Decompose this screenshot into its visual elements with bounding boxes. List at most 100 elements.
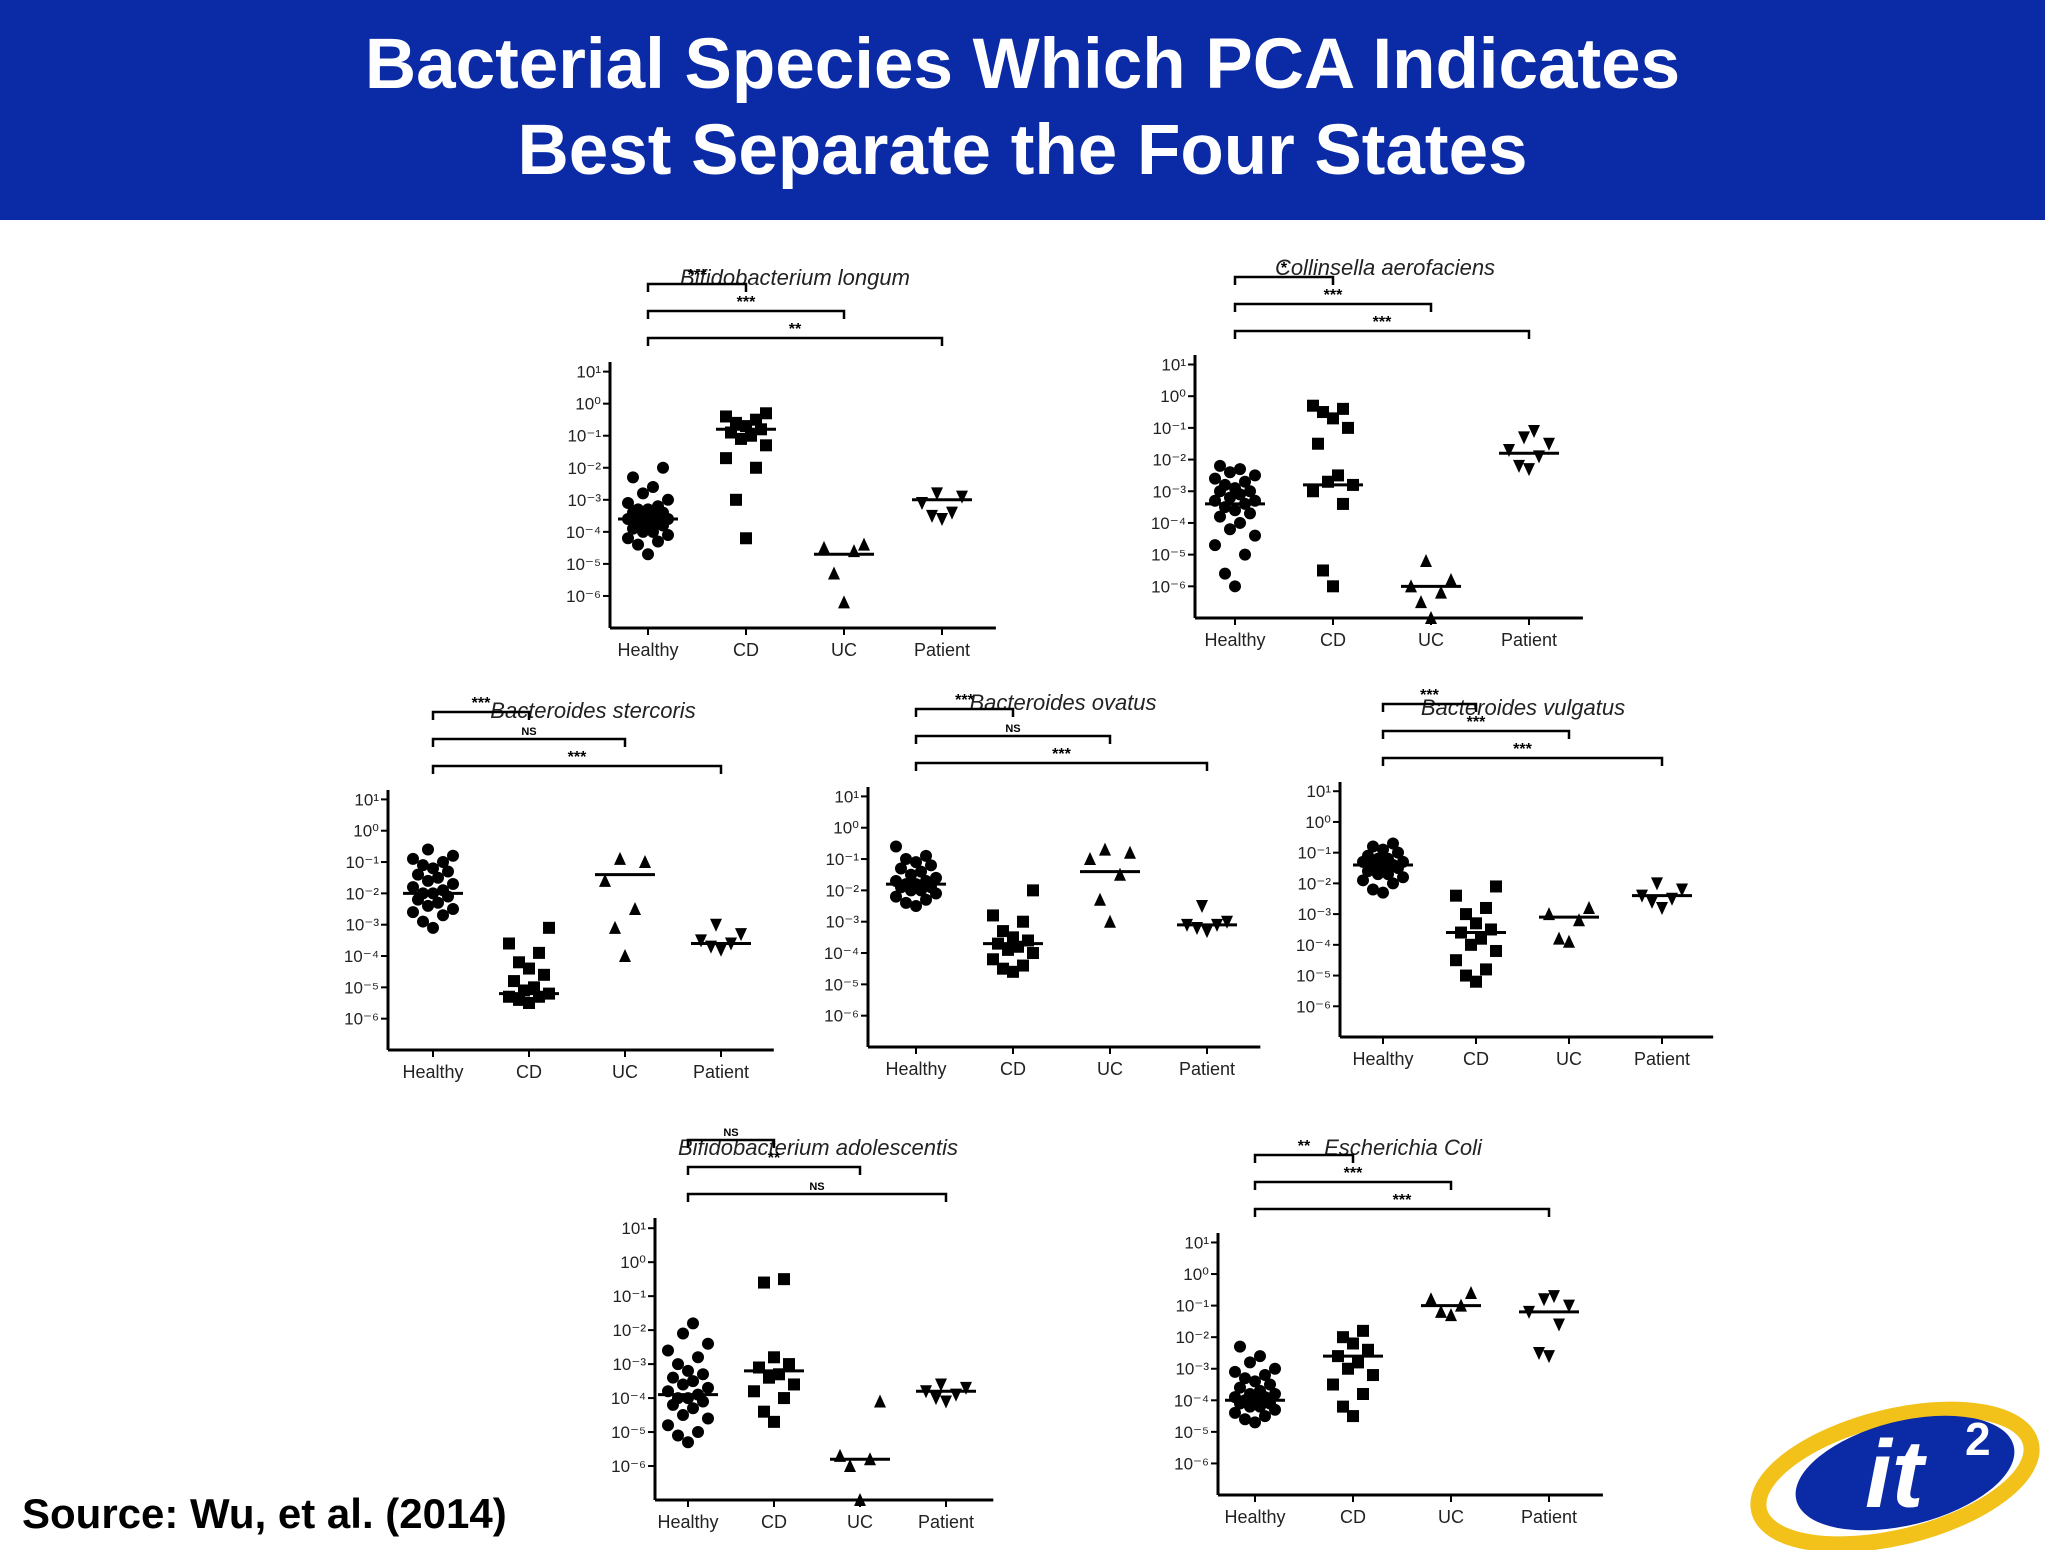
data-point-invtriangle xyxy=(1553,1318,1565,1332)
x-tick-label: Patient xyxy=(1179,1059,1235,1079)
data-point-square xyxy=(1490,880,1502,893)
data-point-square xyxy=(760,439,772,452)
data-point-circle xyxy=(905,868,917,881)
data-point-triangle xyxy=(1573,913,1585,927)
data-point-circle xyxy=(637,487,649,500)
y-tick-label: 10⁻² xyxy=(567,459,601,478)
y-tick-label: 10⁻⁶ xyxy=(824,1007,859,1026)
data-point-triangle xyxy=(609,920,621,934)
significance-bracket xyxy=(1253,1207,1551,1217)
significance-bracket xyxy=(1233,302,1433,312)
data-point-triangle xyxy=(1099,842,1111,856)
y-tick-label: 10⁻⁶ xyxy=(344,1010,379,1029)
data-point-circle xyxy=(1367,883,1379,896)
x-tick-label: UC xyxy=(1097,1059,1123,1079)
data-point-circle xyxy=(632,538,644,551)
title-line-2: Best Separate the Four States xyxy=(517,111,1528,190)
chart-title: Bacteroides stercoris xyxy=(490,698,695,723)
significance-label: *** xyxy=(1052,746,1071,763)
data-point-invtriangle xyxy=(946,506,958,520)
data-point-invtriangle xyxy=(715,943,727,957)
y-tick-label: 10⁻³ xyxy=(1152,482,1186,501)
data-point-circle xyxy=(1367,840,1379,853)
y-tick-label: 10⁻¹ xyxy=(1297,844,1331,863)
x-tick-label: Healthy xyxy=(617,640,678,660)
data-point-square xyxy=(1307,485,1319,498)
data-point-square xyxy=(1465,938,1477,951)
data-point-invtriangle xyxy=(1548,1290,1560,1304)
data-point-triangle xyxy=(1563,934,1575,948)
data-point-circle xyxy=(687,1317,699,1330)
significance-label: *** xyxy=(1324,287,1343,304)
data-point-square xyxy=(788,1378,800,1391)
data-point-circle xyxy=(627,471,639,484)
data-point-circle xyxy=(1219,567,1231,580)
y-tick-label: 10⁻¹ xyxy=(1152,419,1186,438)
y-tick-label: 10⁻² xyxy=(1175,1328,1209,1347)
data-point-circle xyxy=(1372,852,1384,865)
data-point-circle xyxy=(930,871,942,884)
data-point-square xyxy=(758,1276,770,1289)
data-point-circle xyxy=(1254,1350,1266,1363)
data-point-invtriangle xyxy=(936,513,948,527)
data-point-triangle xyxy=(1425,1292,1437,1306)
data-point-circle xyxy=(702,1412,714,1425)
y-tick-label: 10⁰ xyxy=(1183,1265,1209,1284)
significance-bracket xyxy=(1381,702,1478,712)
significance-bracket xyxy=(1381,756,1664,766)
data-point-circle xyxy=(1214,459,1226,472)
x-tick-label: Patient xyxy=(1634,1049,1690,1069)
data-point-circle xyxy=(642,503,654,516)
data-point-triangle xyxy=(1425,611,1437,624)
data-point-invtriangle xyxy=(960,1381,972,1395)
y-tick-label: 10⁻² xyxy=(612,1321,646,1340)
data-point-circle xyxy=(422,843,434,856)
data-point-circle xyxy=(1269,1362,1281,1375)
data-point-triangle xyxy=(639,855,651,869)
chart-panel-3: Bacteroides stercoris 10⁻⁶ 10⁻⁵ 10⁻⁴ 10⁻³ 10⁻… xyxy=(344,695,774,1082)
data-point-circle xyxy=(437,909,449,922)
data-point-square xyxy=(523,997,535,1010)
data-point-circle xyxy=(647,480,659,493)
data-point-invtriangle xyxy=(930,1392,942,1406)
data-point-circle xyxy=(1239,475,1251,488)
logo-text: it xyxy=(1865,1421,1928,1528)
data-point-circle xyxy=(1229,504,1241,517)
data-point-circle xyxy=(1387,877,1399,890)
x-tick-label: CD xyxy=(1320,630,1346,650)
y-tick-label: 10⁻³ xyxy=(567,491,601,510)
significance-label: NS xyxy=(1005,723,1020,735)
significance-bracket xyxy=(686,1165,862,1175)
significance-label: *** xyxy=(955,692,974,709)
data-point-square xyxy=(760,407,772,420)
data-point-invtriangle xyxy=(1651,877,1663,891)
y-tick-label: 10⁻⁵ xyxy=(611,1423,646,1442)
data-point-square xyxy=(513,993,525,1006)
data-point-triangle xyxy=(838,595,850,609)
significance-label: *** xyxy=(1513,741,1532,758)
x-tick-label: UC xyxy=(612,1062,638,1082)
y-tick-label: 10⁰ xyxy=(620,1253,646,1272)
y-tick-label: 10⁻⁶ xyxy=(1296,997,1331,1016)
data-point-square xyxy=(1332,469,1344,482)
data-point-circle xyxy=(687,1402,699,1415)
data-point-invtriangle xyxy=(1523,463,1535,477)
data-point-circle xyxy=(920,893,932,906)
data-point-square xyxy=(1347,1337,1359,1350)
significance-bracket xyxy=(1381,729,1571,739)
data-point-triangle xyxy=(1415,595,1427,609)
data-point-circle xyxy=(677,1378,689,1391)
data-point-square xyxy=(1450,954,1462,967)
data-point-invtriangle xyxy=(1518,431,1530,445)
data-point-invtriangle xyxy=(1513,459,1525,473)
y-tick-label: 10¹ xyxy=(1161,356,1186,375)
data-point-triangle xyxy=(614,851,626,865)
chart-panel-6: Bifidobacterium adolescentis10⁻⁶10⁻⁵10⁻⁴… xyxy=(611,1127,994,1532)
data-point-square xyxy=(750,413,762,426)
data-point-square xyxy=(1362,1343,1374,1356)
data-point-square xyxy=(1007,965,1019,978)
x-tick-label: CD xyxy=(733,640,759,660)
data-point-triangle xyxy=(1465,1285,1477,1299)
y-tick-label: 10¹ xyxy=(1184,1233,1209,1252)
y-tick-label: 10⁻⁶ xyxy=(1151,577,1186,596)
